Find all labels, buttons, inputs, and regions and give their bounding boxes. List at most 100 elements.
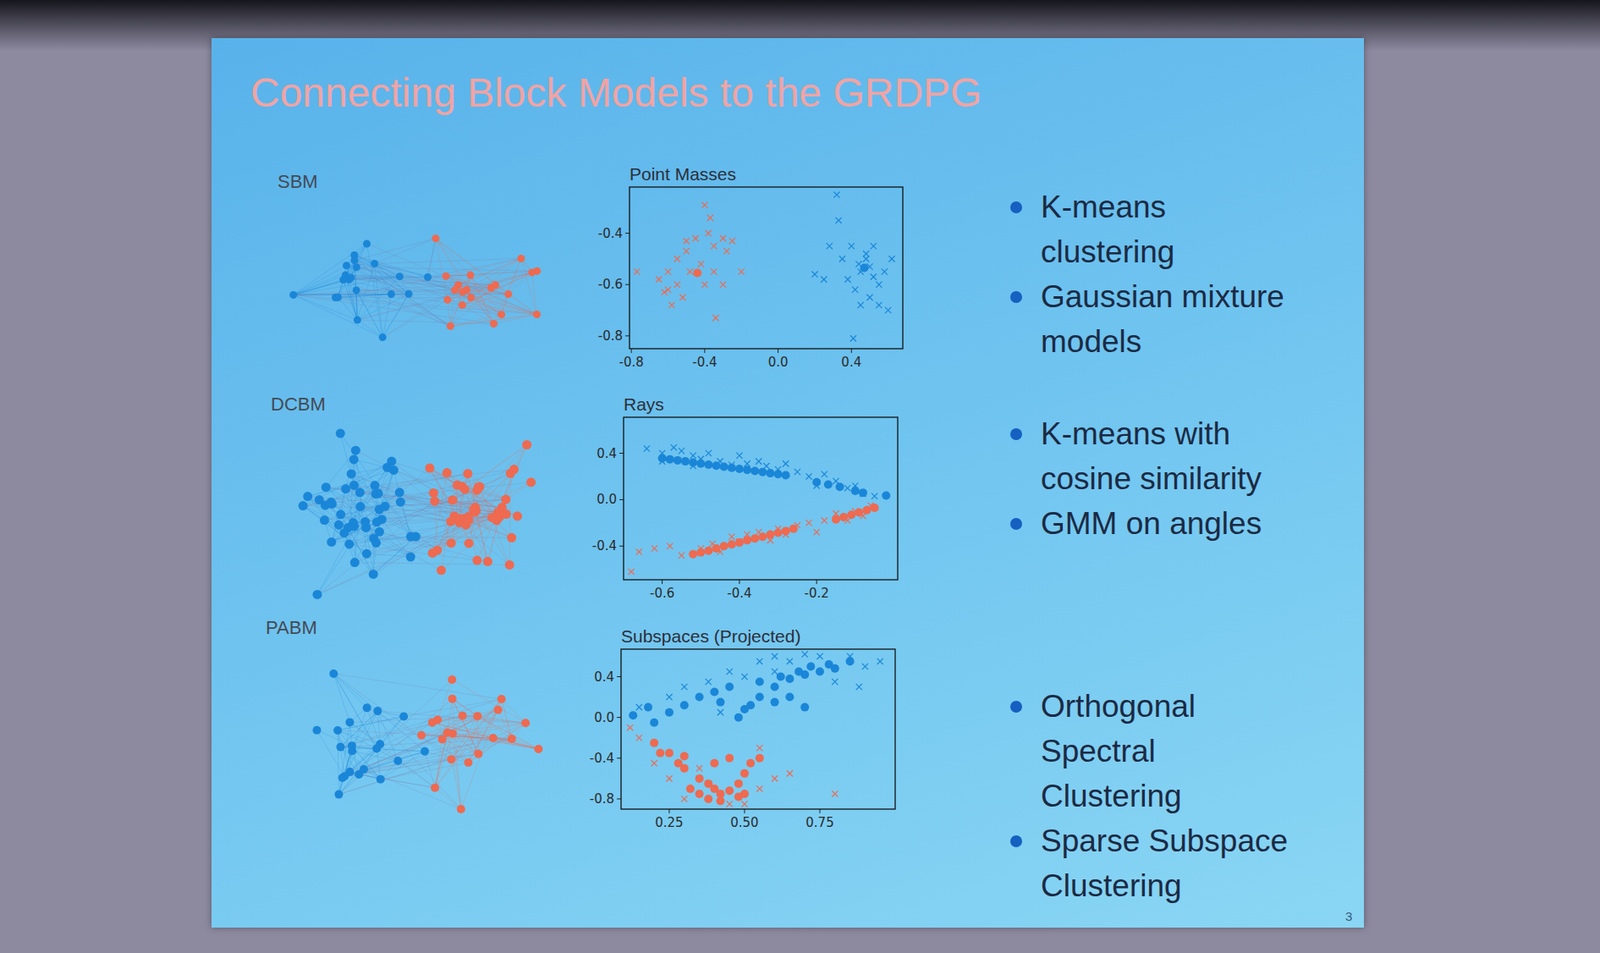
point-stroke — [723, 247, 730, 254]
point — [815, 666, 825, 676]
point — [755, 753, 765, 763]
point-stroke — [678, 447, 685, 454]
bullet-dot — [1010, 201, 1023, 214]
point — [688, 549, 698, 559]
point-stroke — [705, 230, 712, 237]
network-node — [447, 675, 457, 684]
network-edge — [333, 673, 367, 708]
network-edge — [340, 698, 501, 748]
point-stroke — [870, 274, 877, 281]
network-edge — [452, 698, 479, 754]
point-stroke — [771, 653, 778, 660]
y-tick-label: -0.8 — [598, 328, 623, 344]
point — [785, 692, 794, 702]
network-edge — [302, 505, 374, 539]
network-node — [334, 520, 344, 530]
point-x — [696, 764, 703, 771]
point-stroke — [763, 462, 770, 469]
point — [758, 532, 767, 541]
point-stroke — [690, 452, 697, 459]
network — [289, 234, 541, 341]
point-stroke — [705, 230, 712, 237]
point-x — [712, 314, 719, 321]
point-x — [877, 658, 884, 665]
point-stroke — [786, 769, 793, 776]
network-node — [319, 515, 330, 525]
point-stroke — [666, 543, 673, 550]
point-stroke — [802, 650, 809, 657]
y-tick — [616, 676, 622, 677]
bullet-dot — [1010, 517, 1023, 530]
point-stroke — [831, 678, 838, 685]
point — [681, 456, 690, 466]
point — [695, 774, 704, 783]
network-edge — [434, 787, 462, 809]
point — [655, 748, 665, 758]
point — [770, 682, 780, 692]
network-node — [443, 728, 452, 737]
network-edge — [521, 258, 538, 314]
point-stroke — [683, 237, 690, 244]
network-edge — [330, 467, 387, 502]
chart: Rays-0.6-0.4-0.20.40.0-0.4 — [592, 394, 898, 601]
network-node — [362, 239, 371, 248]
point-stroke — [705, 450, 712, 457]
point-x — [692, 235, 699, 242]
point — [665, 708, 674, 717]
x-tick — [851, 348, 853, 353]
network-edge — [376, 516, 496, 522]
point-x — [705, 450, 712, 457]
network-node — [472, 711, 482, 721]
network-edge — [477, 445, 528, 561]
point-stroke — [626, 724, 633, 731]
network-edge — [366, 527, 438, 550]
point-stroke — [665, 693, 672, 700]
bullet: Orthogonal Spectral Clustering — [1005, 683, 1300, 819]
point-stroke — [707, 214, 714, 221]
point-x — [831, 678, 838, 685]
point-stroke — [738, 268, 745, 275]
point-stroke — [844, 276, 851, 283]
point-x — [738, 268, 745, 275]
network-edge — [338, 493, 379, 525]
bullet-group: Orthogonal Spectral ClusteringSparse Sub… — [1005, 683, 1310, 908]
network-node — [505, 560, 515, 570]
point-stroke — [668, 302, 675, 308]
point-stroke — [643, 445, 650, 451]
point-stroke — [674, 281, 681, 288]
point-stroke — [698, 260, 704, 267]
point-x — [756, 785, 763, 792]
y-tick — [625, 284, 630, 286]
point-stroke — [888, 255, 895, 262]
plot-frame — [621, 648, 896, 809]
point — [692, 269, 702, 278]
model-label: SBM — [277, 170, 319, 193]
point-x — [888, 255, 895, 262]
network-edge — [391, 461, 506, 500]
point-x — [668, 302, 675, 308]
y-tick — [616, 716, 622, 718]
point-stroke — [877, 658, 884, 665]
point — [851, 486, 860, 495]
point — [881, 491, 891, 501]
network-node — [497, 694, 506, 704]
network-edge — [342, 751, 425, 778]
y-tick-label: 0.4 — [593, 669, 615, 685]
page-number: 3 — [1345, 908, 1353, 924]
network-node — [464, 758, 473, 767]
point-stroke — [875, 302, 882, 308]
network-node — [436, 565, 446, 575]
point-stroke — [651, 544, 658, 551]
network-node — [339, 527, 349, 538]
network-node — [302, 491, 313, 501]
point-stroke — [636, 734, 643, 741]
point-stroke — [771, 668, 778, 675]
network-edge — [451, 679, 526, 723]
network-node — [341, 271, 350, 280]
network-edge — [377, 710, 380, 744]
network-node — [340, 771, 349, 781]
point-x — [850, 335, 857, 341]
x-tick — [816, 579, 818, 584]
network-edge — [511, 738, 539, 749]
point-x — [805, 472, 812, 479]
